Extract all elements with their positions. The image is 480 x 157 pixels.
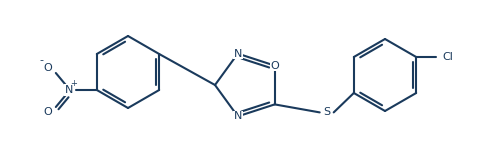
- Text: N: N: [234, 49, 242, 59]
- Text: S: S: [323, 107, 330, 117]
- Text: O: O: [44, 63, 52, 73]
- Text: +: +: [71, 78, 77, 87]
- Text: O: O: [44, 107, 52, 117]
- Text: O: O: [270, 61, 279, 71]
- Text: Cl: Cl: [443, 52, 454, 62]
- Text: -: -: [40, 55, 44, 65]
- Text: N: N: [65, 85, 73, 95]
- Text: N: N: [234, 111, 242, 121]
